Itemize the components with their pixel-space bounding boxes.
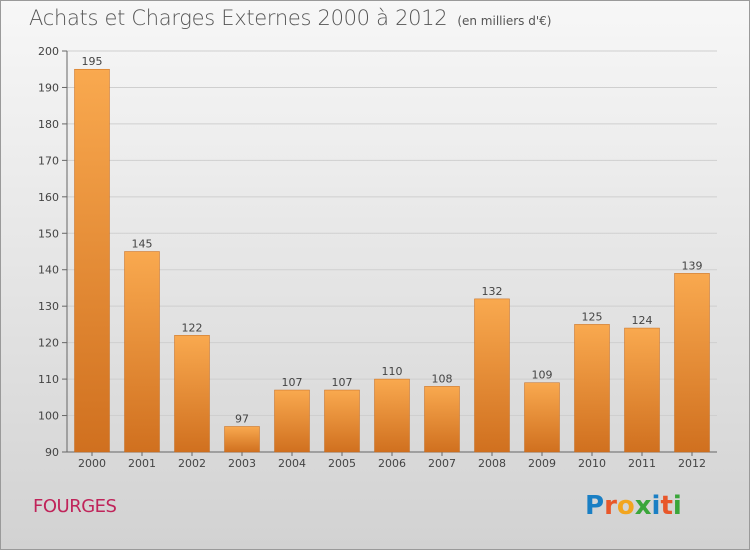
bar xyxy=(74,68,110,453)
x-tick-label: 2007 xyxy=(428,457,456,470)
y-tick-label: 120 xyxy=(38,337,59,350)
y-tick-label: 190 xyxy=(38,81,59,94)
bar xyxy=(524,382,560,453)
x-tick-label: 2000 xyxy=(78,457,106,470)
logo-letter: i xyxy=(672,491,682,521)
data-label: 132 xyxy=(482,285,503,298)
bar xyxy=(424,386,460,453)
logo-letter: r xyxy=(604,491,617,521)
x-tick-label: 2010 xyxy=(578,457,606,470)
data-label: 109 xyxy=(532,369,553,382)
town-name: FOURGES xyxy=(33,496,117,517)
logo-letter: i xyxy=(651,491,661,521)
logo-letter: P xyxy=(585,491,605,521)
chart-unit: (en milliers d'€) xyxy=(457,14,552,28)
x-tick-label: 2005 xyxy=(328,457,356,470)
x-tick-label: 2002 xyxy=(178,457,206,470)
labels: 90 100 110 120 130 140 150 160 170 180 190 200 195 20… xyxy=(38,45,706,470)
y-tick-label: 150 xyxy=(38,227,59,240)
y-tick-label: 200 xyxy=(38,45,59,58)
bar xyxy=(474,298,510,453)
bar xyxy=(274,389,310,453)
y-tick-label: 90 xyxy=(45,446,59,459)
chart-title-block: Achats et Charges Externes 2000 à 2012 (e… xyxy=(29,6,551,30)
data-label: 107 xyxy=(282,376,303,389)
data-label: 107 xyxy=(332,376,353,389)
y-tick-label: 110 xyxy=(38,373,59,386)
y-tick-label: 160 xyxy=(38,191,59,204)
data-label: 139 xyxy=(682,259,703,272)
proxiti-logo: Proxiti xyxy=(585,491,682,521)
x-tick-label: 2001 xyxy=(128,457,156,470)
y-tick-label: 170 xyxy=(38,154,59,167)
x-tick-label: 2009 xyxy=(528,457,556,470)
y-tick-label: 100 xyxy=(38,410,59,423)
data-label: 97 xyxy=(235,412,249,425)
logo-letter: x xyxy=(634,491,652,521)
logo-letter: t xyxy=(660,491,673,521)
data-label: 145 xyxy=(132,238,153,251)
bar xyxy=(224,426,260,453)
bar xyxy=(174,335,210,453)
x-tick-label: 2012 xyxy=(678,457,706,470)
bar xyxy=(574,324,610,453)
bar xyxy=(674,273,710,453)
bar xyxy=(624,327,660,453)
x-tick-label: 2011 xyxy=(628,457,656,470)
data-label: 195 xyxy=(82,55,103,68)
y-tick-label: 140 xyxy=(38,264,59,277)
data-label: 122 xyxy=(182,321,203,334)
x-tick-label: 2008 xyxy=(478,457,506,470)
x-tick-label: 2006 xyxy=(378,457,406,470)
x-tick-label: 2004 xyxy=(278,457,306,470)
bar xyxy=(124,251,160,453)
data-label: 124 xyxy=(632,314,653,327)
logo-letter: o xyxy=(616,491,635,521)
bar xyxy=(324,389,360,453)
chart-title: Achats et Charges Externes 2000 à 2012 xyxy=(29,6,448,30)
x-tick-label: 2003 xyxy=(228,457,256,470)
y-tick-label: 130 xyxy=(38,300,59,313)
bars xyxy=(74,68,710,453)
data-label: 110 xyxy=(382,365,403,378)
data-label: 108 xyxy=(432,372,453,385)
data-label: 125 xyxy=(582,310,603,323)
y-tick-label: 180 xyxy=(38,118,59,131)
bar xyxy=(374,378,410,453)
